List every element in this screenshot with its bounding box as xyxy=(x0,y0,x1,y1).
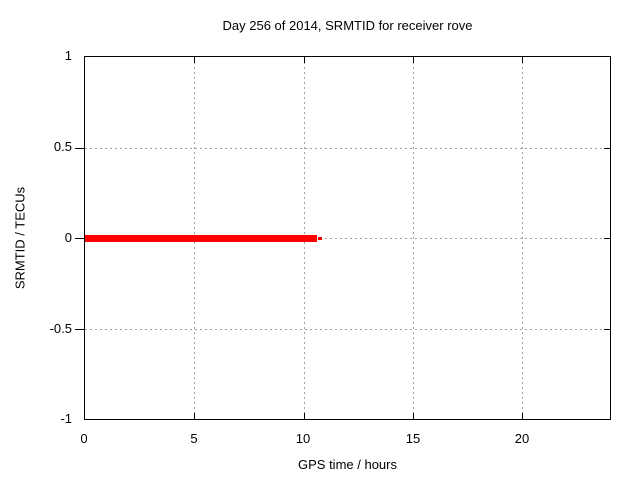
srmtid-series-line xyxy=(85,235,317,242)
y-tick-mark xyxy=(75,147,85,149)
x-tick-mark xyxy=(522,57,524,63)
x-tick-mark xyxy=(303,57,305,63)
x-tick-label: 0 xyxy=(80,431,88,446)
chart-title: Day 256 of 2014, SRMTID for receiver rov… xyxy=(222,18,473,33)
y-tick-label: -0.5 xyxy=(49,321,72,336)
y-tick-mark xyxy=(604,328,610,330)
x-tick-label: 20 xyxy=(514,431,530,446)
x-tick-label: 10 xyxy=(295,431,311,446)
y-gridline xyxy=(85,147,610,149)
x-tick-mark xyxy=(413,57,415,63)
x-tick-mark xyxy=(303,413,305,419)
x-tick-mark xyxy=(194,57,196,63)
y-gridline xyxy=(85,238,610,239)
y-tick-mark xyxy=(75,238,85,239)
x-axis-title: GPS time / hours xyxy=(298,457,397,472)
x-tick-mark xyxy=(522,413,524,419)
y-tick-mark xyxy=(604,147,610,149)
y-tick-label: 0.5 xyxy=(53,139,72,154)
y-tick-mark xyxy=(75,328,85,330)
y-tick-label: 0 xyxy=(64,230,72,245)
x-tick-label: 15 xyxy=(405,431,421,446)
y-tick-label: -1 xyxy=(60,411,72,426)
x-tick-label: 5 xyxy=(190,431,198,446)
x-tick-mark xyxy=(194,413,196,419)
y-tick-label: 1 xyxy=(64,48,72,63)
plot-area xyxy=(75,56,611,420)
y-tick-mark xyxy=(604,238,610,239)
y-gridline xyxy=(85,328,610,330)
x-tick-mark xyxy=(413,413,415,419)
srmtid-series-end-dash xyxy=(317,237,322,240)
